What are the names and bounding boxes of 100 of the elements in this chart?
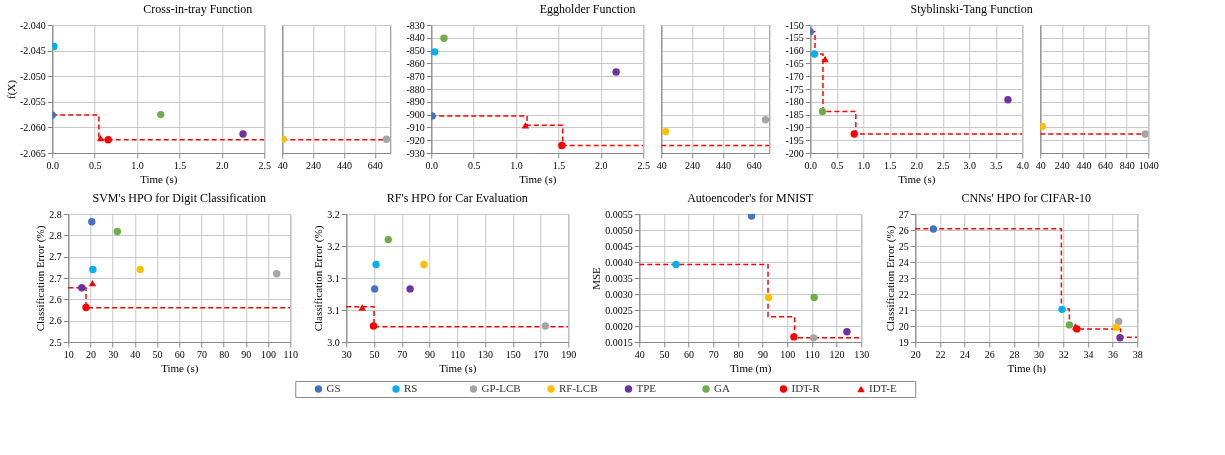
y-tick-label: -195 bbox=[785, 134, 804, 146]
x-axis-title: Time (h) bbox=[1007, 361, 1047, 375]
y-axis-title: Classification Error (%) bbox=[34, 225, 48, 332]
chart-title: RF's HPO for Car Evaluation bbox=[386, 191, 528, 205]
chart-title: Eggholder Function bbox=[539, 1, 636, 16]
y-tick-label: 0.0020 bbox=[605, 320, 633, 332]
legend-label: TPE bbox=[636, 382, 657, 394]
y-tick-label: -155 bbox=[785, 32, 804, 44]
chart-title: Cross-in-tray Function bbox=[143, 1, 253, 16]
point bbox=[82, 303, 90, 312]
chart-title: Autoencoder's for MNIST bbox=[687, 191, 814, 205]
y-axis-title: f(X) bbox=[4, 79, 18, 99]
x-tick-label: 80 bbox=[219, 348, 230, 360]
point bbox=[790, 333, 798, 341]
x-tick-label: 40 bbox=[1035, 159, 1046, 171]
y-tick-label: 22 bbox=[898, 288, 909, 300]
x-tick-label: 240 bbox=[685, 159, 701, 171]
y-tick-label: -840 bbox=[406, 32, 425, 44]
y-tick-label: -830 bbox=[406, 19, 425, 31]
x-tick-label: 70 bbox=[708, 348, 719, 360]
y-tick-label: 3.0 bbox=[327, 336, 340, 348]
point bbox=[440, 34, 448, 43]
y-tick-label: -920 bbox=[406, 134, 425, 146]
y-tick-label: -200 bbox=[785, 147, 804, 159]
legend-label: RF-LCB bbox=[559, 382, 598, 394]
x-tick-label: 36 bbox=[1108, 348, 1119, 360]
y-tick-label: 0.0045 bbox=[605, 240, 633, 252]
x-tick-label: 120 bbox=[829, 348, 845, 360]
point bbox=[113, 227, 122, 236]
y-tick-label: 2.6 bbox=[49, 315, 62, 327]
x-tick-label: 2.5 bbox=[637, 159, 650, 171]
x-tick-label: 20 bbox=[85, 348, 96, 360]
y-axis-title: Classification Error (%) bbox=[883, 225, 897, 332]
point bbox=[809, 334, 818, 342]
x-tick-label: 440 bbox=[1076, 159, 1092, 171]
x-tick-label: 34 bbox=[1083, 348, 1094, 360]
x-tick-label: 640 bbox=[367, 159, 383, 171]
x-tick-label: 50 bbox=[369, 348, 380, 360]
y-tick-label: 3.2 bbox=[327, 208, 340, 220]
x-axis-title: Time (s) bbox=[898, 172, 936, 186]
y-tick-label: -900 bbox=[406, 109, 425, 121]
x-tick-label: 20 bbox=[910, 348, 921, 360]
y-tick-label: 23 bbox=[898, 272, 909, 284]
x-tick-label: 1.5 bbox=[173, 159, 187, 171]
x-tick-label: 1.5 bbox=[884, 159, 897, 171]
y-tick-label: -880 bbox=[406, 83, 425, 95]
point bbox=[1116, 333, 1124, 342]
x-tick-label: 4.0 bbox=[1016, 159, 1029, 171]
point bbox=[672, 260, 680, 269]
x-tick-label: 40 bbox=[277, 159, 288, 171]
x-tick-label: 100 bbox=[261, 348, 277, 360]
x-tick-label: 1.0 bbox=[131, 159, 144, 171]
x-tick-label: 1.0 bbox=[510, 159, 523, 171]
x-tick-label: 240 bbox=[306, 159, 322, 171]
x-axis-title: Time (s) bbox=[519, 172, 557, 186]
point bbox=[157, 110, 165, 119]
y-tick-label: 0.0025 bbox=[605, 304, 633, 316]
y-tick-label: -850 bbox=[406, 45, 425, 57]
point bbox=[420, 260, 428, 269]
x-tick-label: 50 bbox=[152, 348, 163, 360]
legend-label: GA bbox=[714, 382, 730, 394]
point bbox=[239, 130, 247, 138]
x-axis-title: Time (s) bbox=[140, 172, 178, 186]
point bbox=[372, 260, 380, 269]
legend-label: RS bbox=[404, 382, 418, 394]
x-tick-label: 0.0 bbox=[804, 159, 817, 171]
x-tick-label: 0.5 bbox=[88, 159, 102, 171]
x-tick-label: 24 bbox=[960, 348, 971, 360]
x-tick-label: 2.5 bbox=[258, 159, 271, 171]
chart-title: Styblinski-Tang Function bbox=[910, 1, 1033, 16]
y-tick-label: -190 bbox=[785, 121, 804, 133]
x-tick-label: 3.0 bbox=[963, 159, 976, 171]
y-tick-label: 3.1 bbox=[327, 304, 340, 316]
x-tick-label: 80 bbox=[733, 348, 744, 360]
y-axis-title: MSE bbox=[590, 266, 603, 290]
y-tick-label: 2.7 bbox=[49, 251, 62, 263]
y-tick-label: 19 bbox=[898, 336, 909, 348]
x-tick-label: 240 bbox=[1054, 159, 1070, 171]
y-tick-label: -175 bbox=[785, 83, 804, 95]
x-tick-label: 30 bbox=[1034, 348, 1045, 360]
point bbox=[78, 284, 86, 292]
x-tick-label: 100 bbox=[780, 348, 796, 360]
point bbox=[929, 225, 938, 233]
point bbox=[541, 322, 550, 330]
point bbox=[1112, 323, 1120, 332]
x-tick-label: 1040 bbox=[1138, 159, 1159, 171]
x-tick-label: 28 bbox=[1009, 348, 1020, 360]
y-tick-label: 0.0040 bbox=[605, 256, 633, 268]
x-tick-label: 26 bbox=[984, 348, 995, 360]
y-tick-label: -165 bbox=[785, 57, 804, 69]
point bbox=[764, 293, 773, 302]
y-tick-label: -2.060 bbox=[19, 121, 46, 133]
x-tick-label: 840 bbox=[1119, 159, 1135, 171]
x-tick-label: 170 bbox=[533, 348, 549, 360]
y-axis-title: Classification Error (%) bbox=[312, 225, 326, 332]
point bbox=[818, 107, 827, 116]
y-tick-label: -870 bbox=[406, 70, 425, 82]
y-tick-label: -160 bbox=[785, 45, 804, 57]
x-tick-label: 70 bbox=[397, 348, 408, 360]
x-tick-label: 190 bbox=[561, 348, 577, 360]
